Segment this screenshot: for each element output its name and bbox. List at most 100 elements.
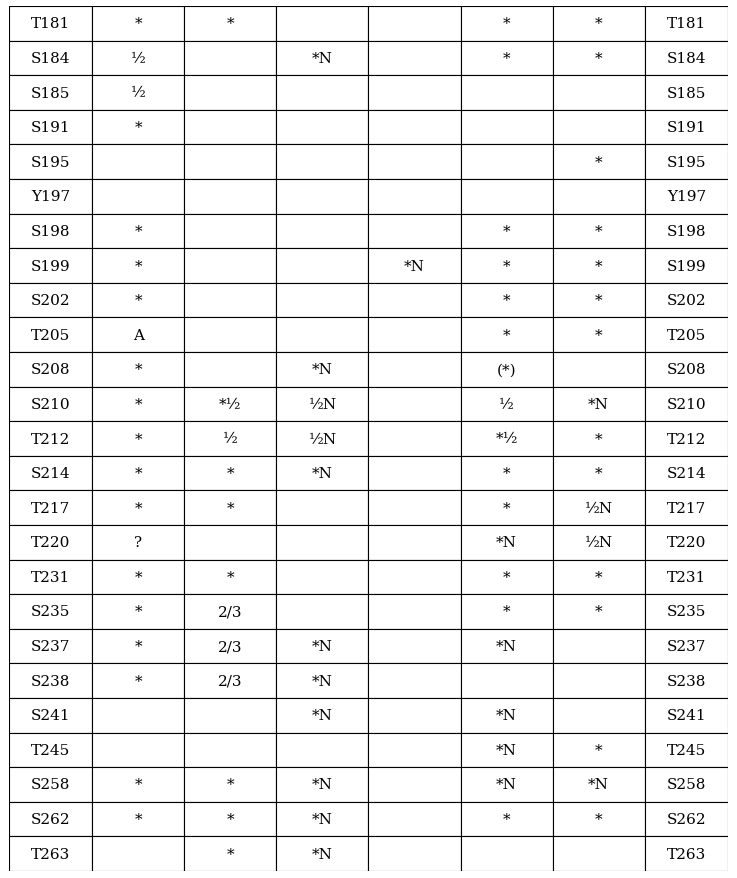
- Text: T205: T205: [667, 328, 706, 342]
- Bar: [553, 41, 645, 76]
- Text: ½: ½: [131, 86, 146, 100]
- Bar: [553, 491, 645, 525]
- Text: (*): (*): [497, 363, 517, 377]
- Text: *: *: [595, 432, 602, 446]
- Bar: [645, 629, 728, 664]
- Text: *: *: [595, 225, 602, 239]
- Bar: [184, 214, 276, 249]
- Bar: [92, 7, 184, 41]
- Text: S191: S191: [666, 121, 706, 135]
- Text: *: *: [135, 18, 142, 32]
- Bar: [645, 802, 728, 837]
- Text: ½N: ½N: [584, 501, 612, 515]
- Text: ½: ½: [499, 398, 514, 412]
- Text: *: *: [503, 259, 510, 273]
- Text: *: *: [503, 605, 510, 619]
- Text: *: *: [595, 570, 602, 584]
- Bar: [276, 525, 368, 560]
- Text: *N: *N: [496, 778, 517, 792]
- Text: S185: S185: [31, 86, 70, 100]
- Bar: [553, 664, 645, 698]
- Bar: [276, 353, 368, 387]
- Bar: [276, 145, 368, 180]
- Bar: [645, 457, 728, 491]
- Text: *½: *½: [219, 398, 242, 412]
- Bar: [461, 767, 553, 802]
- Text: 2/3: 2/3: [218, 605, 242, 619]
- Bar: [368, 318, 461, 353]
- Bar: [276, 698, 368, 733]
- Bar: [184, 353, 276, 387]
- Bar: [9, 733, 92, 767]
- Text: T220: T220: [667, 536, 706, 550]
- Bar: [368, 629, 461, 664]
- Bar: [368, 7, 461, 41]
- Bar: [9, 387, 92, 421]
- Bar: [368, 594, 461, 629]
- Text: S235: S235: [667, 605, 706, 619]
- Bar: [92, 318, 184, 353]
- Bar: [645, 180, 728, 214]
- Bar: [368, 76, 461, 111]
- Bar: [184, 525, 276, 560]
- Bar: [553, 318, 645, 353]
- Bar: [276, 664, 368, 698]
- Bar: [92, 664, 184, 698]
- Text: *: *: [227, 466, 234, 480]
- Bar: [92, 629, 184, 664]
- Text: *: *: [595, 155, 602, 169]
- Text: *: *: [135, 674, 142, 687]
- Text: *: *: [503, 225, 510, 239]
- Bar: [553, 249, 645, 284]
- Bar: [553, 353, 645, 387]
- Bar: [461, 525, 553, 560]
- Text: *: *: [135, 363, 142, 377]
- Bar: [368, 560, 461, 594]
- Text: T231: T231: [667, 570, 706, 584]
- Text: T205: T205: [31, 328, 70, 342]
- Text: *: *: [503, 466, 510, 480]
- Bar: [92, 802, 184, 837]
- Bar: [368, 733, 461, 767]
- Text: *N: *N: [312, 639, 333, 653]
- Bar: [645, 145, 728, 180]
- Text: 2/3: 2/3: [218, 674, 242, 687]
- Text: *N: *N: [312, 363, 333, 377]
- Bar: [184, 664, 276, 698]
- Bar: [553, 733, 645, 767]
- Text: *: *: [595, 812, 602, 826]
- Bar: [553, 421, 645, 457]
- Bar: [276, 249, 368, 284]
- Text: S241: S241: [666, 709, 706, 723]
- Bar: [9, 457, 92, 491]
- Text: T217: T217: [31, 501, 70, 515]
- Bar: [645, 318, 728, 353]
- Text: S241: S241: [31, 709, 71, 723]
- Bar: [645, 594, 728, 629]
- Bar: [92, 767, 184, 802]
- Bar: [184, 249, 276, 284]
- Text: *: *: [135, 121, 142, 135]
- Text: S198: S198: [667, 225, 706, 239]
- Bar: [368, 802, 461, 837]
- Text: *: *: [135, 225, 142, 239]
- Bar: [92, 76, 184, 111]
- Text: *: *: [135, 639, 142, 653]
- Bar: [92, 249, 184, 284]
- Bar: [184, 560, 276, 594]
- Text: *: *: [595, 52, 602, 66]
- Bar: [276, 41, 368, 76]
- Bar: [461, 387, 553, 421]
- Bar: [276, 733, 368, 767]
- Text: S208: S208: [667, 363, 706, 377]
- Bar: [9, 7, 92, 41]
- Bar: [645, 491, 728, 525]
- Bar: [184, 76, 276, 111]
- Text: *N: *N: [312, 778, 333, 792]
- Text: *N: *N: [588, 778, 609, 792]
- Bar: [9, 180, 92, 214]
- Text: S195: S195: [667, 155, 706, 169]
- Bar: [276, 76, 368, 111]
- Bar: [184, 733, 276, 767]
- Text: S210: S210: [31, 398, 71, 412]
